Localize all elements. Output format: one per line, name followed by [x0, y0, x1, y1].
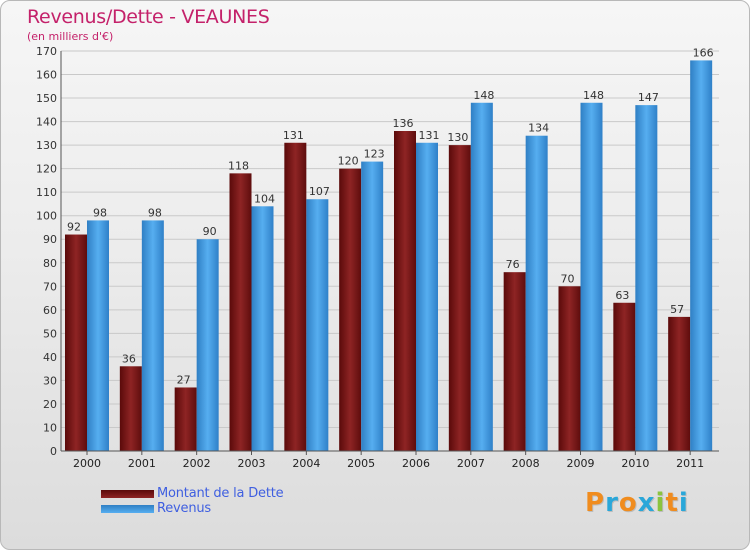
chart-subtitle: (en milliers d'€) [27, 30, 114, 43]
x-tick-label: 2005 [347, 457, 375, 470]
proxiti-logo: Proxiti [585, 488, 689, 518]
data-label-revenue: 148 [473, 89, 494, 102]
axes: 0 10 20 30 40 50 60 70 80 90 100 110 120 130 140 150 160… [36, 45, 719, 470]
data-label-debt: 76 [506, 258, 520, 271]
x-tick-label: 2007 [457, 457, 485, 470]
data-label-revenue: 134 [528, 122, 549, 135]
data-label-revenue: 104 [254, 192, 275, 205]
bar-debt [119, 366, 142, 451]
x-tick-label: 2009 [567, 457, 595, 470]
y-tick-label: 40 [43, 351, 57, 364]
chart-title: Revenus/Dette - VEAUNES [27, 6, 270, 28]
legend-label-revenue: Revenus [157, 501, 211, 516]
logo-letter: i [655, 488, 666, 518]
bar-debt [65, 234, 87, 451]
y-tick-label: 10 [43, 421, 57, 434]
logo-letter: x [637, 488, 656, 518]
y-tick-label: 140 [36, 116, 57, 129]
legend-swatch-debt [101, 490, 154, 498]
x-tick-label: 2003 [238, 457, 266, 470]
x-tick-label: 2000 [73, 457, 101, 470]
bar-revenue [690, 60, 713, 451]
logo-letter: t [665, 488, 679, 518]
legend-label-debt: Montant de la Dette [157, 486, 284, 501]
bar-debt [284, 142, 307, 451]
bar-revenue [87, 220, 109, 451]
data-label-revenue: 98 [93, 206, 107, 219]
bars [65, 60, 713, 452]
data-label-revenue: 131 [419, 129, 440, 142]
data-label-revenue: 90 [203, 225, 217, 238]
bar-debt [558, 286, 581, 451]
bar-debt [174, 387, 197, 451]
data-label-debt: 36 [122, 352, 136, 365]
y-tick-label: 20 [43, 398, 57, 411]
data-labels: 92 98 36 98 27 90 118 104 131 107 120 123 136 131 130 1… [67, 46, 714, 386]
y-tick-label: 80 [43, 257, 57, 270]
y-tick-label: 70 [43, 280, 57, 293]
data-label-debt: 27 [177, 373, 191, 386]
y-tick-label: 60 [43, 304, 57, 317]
bar-revenue [196, 239, 219, 451]
gridlines [61, 50, 719, 452]
y-tick-label: 130 [36, 139, 57, 152]
bar-revenue [251, 206, 274, 451]
bar-revenue [141, 220, 164, 451]
bar-revenue [470, 102, 493, 451]
x-tick-label: 2010 [621, 457, 649, 470]
data-label-revenue: 147 [638, 91, 659, 104]
data-label-debt: 130 [447, 131, 468, 144]
bar-debt [668, 316, 691, 451]
legend-swatch-revenue [101, 505, 154, 513]
y-tick-label: 120 [36, 163, 57, 176]
bar-revenue [306, 199, 329, 451]
x-tick-label: 2001 [128, 457, 156, 470]
x-tick-label: 2002 [183, 457, 211, 470]
data-label-revenue: 123 [364, 148, 385, 161]
data-label-debt: 63 [615, 289, 629, 302]
bar-revenue [525, 135, 548, 452]
y-tick-label: 0 [50, 445, 57, 458]
x-tick-label: 2004 [292, 457, 320, 470]
data-label-debt: 136 [393, 117, 414, 130]
y-tick-label: 160 [36, 69, 57, 82]
bar-debt [448, 145, 471, 451]
data-label-debt: 70 [561, 272, 575, 285]
bar-debt [503, 272, 526, 451]
x-tick-label: 2006 [402, 457, 430, 470]
logo-letter: r [605, 488, 619, 518]
data-label-revenue: 148 [583, 89, 604, 102]
bar-revenue [361, 161, 384, 451]
bar-revenue [416, 142, 438, 451]
data-label-debt: 92 [67, 221, 81, 234]
y-tick-label: 110 [36, 186, 57, 199]
y-tick-label: 170 [36, 45, 57, 58]
bar-revenue [580, 102, 603, 451]
bar-debt [229, 173, 252, 451]
bar-debt [613, 302, 636, 451]
data-label-revenue: 98 [148, 206, 162, 219]
data-label-debt: 118 [228, 159, 249, 172]
bar-revenue [635, 105, 658, 451]
data-label-debt: 131 [283, 129, 304, 142]
x-tick-label: 2008 [512, 457, 540, 470]
y-tick-label: 100 [36, 210, 57, 223]
data-label-revenue: 166 [693, 46, 714, 59]
y-tick-label: 150 [36, 92, 57, 105]
y-tick-label: 50 [43, 327, 57, 340]
logo-letter: P [585, 488, 606, 518]
bar-debt [339, 168, 362, 451]
logo-letter: o [618, 488, 638, 518]
logo-letter: i [678, 488, 689, 518]
data-label-revenue: 107 [309, 185, 330, 198]
bar-debt [394, 131, 416, 451]
y-tick-label: 90 [43, 233, 57, 246]
data-label-debt: 57 [670, 303, 684, 316]
y-tick-label: 30 [43, 374, 57, 387]
x-tick-label: 2011 [676, 457, 704, 470]
data-label-debt: 120 [338, 155, 359, 168]
